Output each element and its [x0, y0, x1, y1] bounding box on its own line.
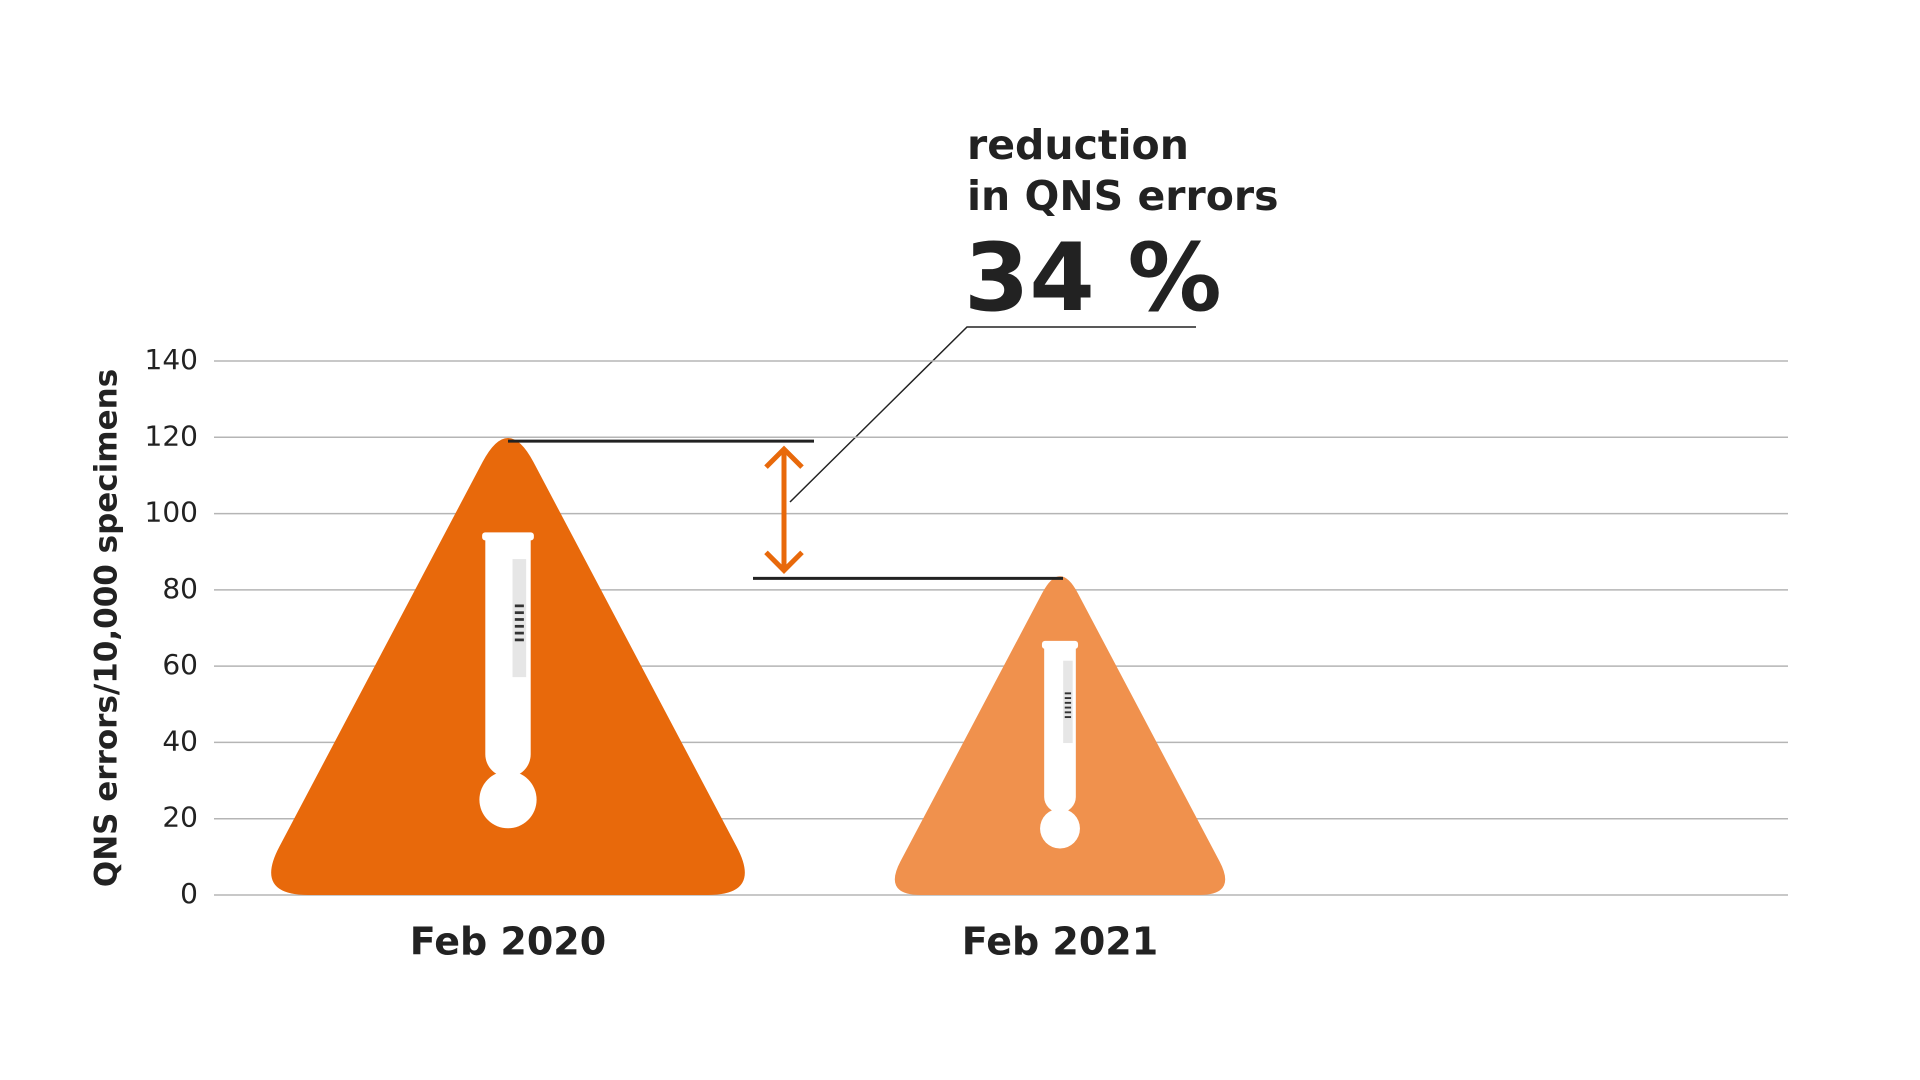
barcode: [514, 638, 524, 642]
barcode: [1064, 692, 1072, 695]
x-tick-label: Feb 2020: [410, 920, 606, 964]
barcode: [514, 624, 524, 628]
barcode: [1064, 706, 1072, 709]
annotation-line: in QNS errors: [967, 172, 1279, 220]
barcode: [514, 604, 524, 608]
barcode: [514, 631, 524, 635]
y-tick-label: 40: [162, 724, 198, 757]
y-tick-label: 120: [145, 419, 198, 452]
y-tick-label: 20: [162, 801, 198, 834]
y-tick-label: 100: [145, 496, 198, 529]
exclamation-dot: [479, 771, 537, 829]
barcode: [514, 611, 524, 615]
exclamation-dot: [1040, 808, 1080, 849]
y-axis-label: QNS errors/10,000 specimens: [89, 369, 125, 887]
y-tick-label: 60: [162, 648, 198, 681]
annotation-value: 34 %: [964, 224, 1222, 333]
barcode: [514, 618, 524, 621]
x-tick-label: Feb 2021: [962, 920, 1158, 964]
leader-line: [789, 326, 1196, 503]
barcode: [1064, 697, 1072, 700]
barcode: [1064, 716, 1072, 719]
difference-arrow: [764, 445, 804, 574]
y-tick-label: 0: [180, 877, 198, 910]
annotation-line: reduction: [967, 121, 1189, 169]
barcode: [1064, 711, 1072, 714]
y-tick-label: 80: [162, 572, 198, 605]
barcode: [1064, 701, 1072, 704]
y-tick-label: 140: [145, 343, 198, 376]
